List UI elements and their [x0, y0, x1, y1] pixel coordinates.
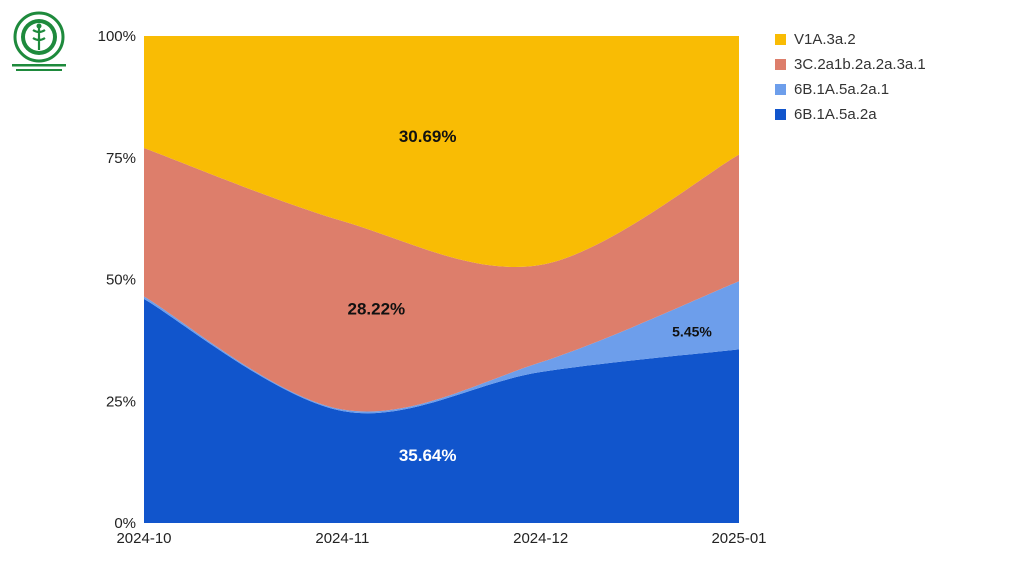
area-series-v1a-3a-2 — [144, 36, 739, 267]
area-series-6b-1a-5a-2a-1 — [144, 281, 739, 414]
data-label: 30.69% — [399, 127, 457, 146]
data-label: 5.45% — [672, 324, 712, 340]
legend-label: 6B.1A.5a.2a — [794, 106, 877, 123]
legend-swatch — [775, 84, 786, 95]
legend-item: 6B.1A.5a.2a.1 — [775, 77, 926, 102]
legend-label: 6B.1A.5a.2a.1 — [794, 81, 890, 98]
y-tick-label: 0% — [114, 515, 136, 532]
department-logo — [12, 11, 66, 71]
data-label: 35.64% — [399, 446, 457, 465]
area-series-6b-1a-5a-2a — [144, 298, 739, 523]
y-tick-label: 100% — [98, 28, 136, 45]
legend-swatch — [775, 59, 786, 70]
y-tick-label: 25% — [106, 393, 136, 410]
legend-label: V1A.3a.2 — [794, 31, 856, 48]
x-tick-label: 2024-11 — [315, 530, 369, 547]
legend-swatch — [775, 109, 786, 120]
x-tick-label: 2025-01 — [711, 530, 766, 547]
area-series-3c-2a1b-2a-2a-3a-1 — [144, 148, 739, 412]
legend-label: 3C.2a1b.2a.2a.3a.1 — [794, 56, 926, 73]
y-tick-label: 75% — [106, 150, 136, 167]
x-tick-label: 2024-12 — [513, 530, 568, 547]
chart-legend: V1A.3a.2 3C.2a1b.2a.2a.3a.1 6B.1A.5a.2a.1 6… — [775, 27, 926, 127]
y-tick-label: 50% — [106, 272, 136, 289]
data-label: 28.22% — [347, 300, 405, 319]
legend-swatch — [775, 34, 786, 45]
legend-item: 6B.1A.5a.2a — [775, 102, 926, 127]
x-tick-label: 2024-10 — [116, 530, 171, 547]
legend-item: V1A.3a.2 — [775, 27, 926, 52]
legend-item: 3C.2a1b.2a.2a.3a.1 — [775, 52, 926, 77]
